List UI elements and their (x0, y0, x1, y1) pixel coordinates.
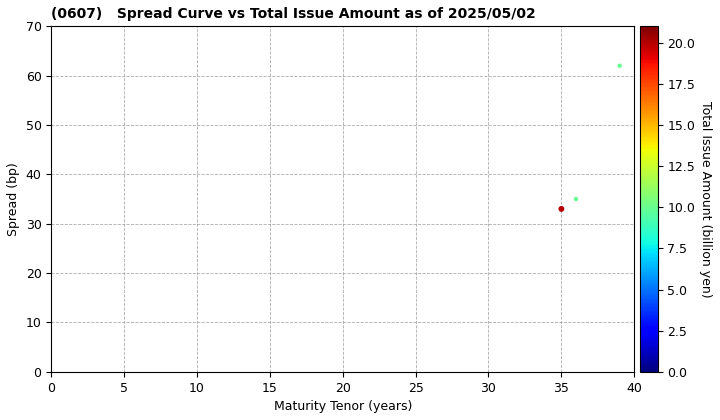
X-axis label: Maturity Tenor (years): Maturity Tenor (years) (274, 400, 412, 413)
Text: (0607)   Spread Curve vs Total Issue Amount as of 2025/05/02: (0607) Spread Curve vs Total Issue Amoun… (51, 7, 536, 21)
Point (614, 63, 626, 69)
Point (570, 196, 582, 202)
Y-axis label: Total Issue Amount (billion yen): Total Issue Amount (billion yen) (699, 101, 712, 297)
Y-axis label: Spread (bp): Spread (bp) (7, 162, 20, 236)
Point (556, 205, 567, 212)
